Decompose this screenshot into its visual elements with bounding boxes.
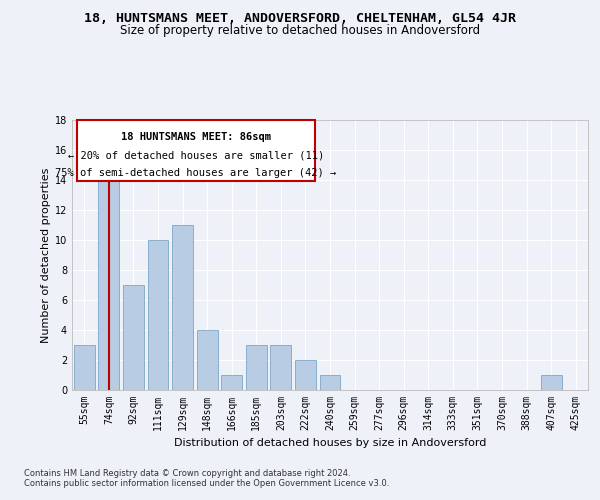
- FancyBboxPatch shape: [77, 120, 314, 180]
- Bar: [98, 180, 119, 390]
- Bar: [320, 375, 340, 390]
- Text: Size of property relative to detached houses in Andoversford: Size of property relative to detached ho…: [120, 24, 480, 37]
- Text: Contains HM Land Registry data © Crown copyright and database right 2024.: Contains HM Land Registry data © Crown c…: [24, 468, 350, 477]
- Bar: [172, 225, 193, 390]
- Bar: [148, 240, 169, 390]
- Bar: [123, 285, 144, 390]
- Bar: [295, 360, 316, 390]
- Bar: [541, 375, 562, 390]
- Text: 18, HUNTSMANS MEET, ANDOVERSFORD, CHELTENHAM, GL54 4JR: 18, HUNTSMANS MEET, ANDOVERSFORD, CHELTE…: [84, 12, 516, 26]
- Bar: [221, 375, 242, 390]
- Y-axis label: Number of detached properties: Number of detached properties: [41, 168, 50, 342]
- Text: ← 20% of detached houses are smaller (11): ← 20% of detached houses are smaller (11…: [68, 150, 324, 160]
- Text: 75% of semi-detached houses are larger (42) →: 75% of semi-detached houses are larger (…: [55, 168, 337, 178]
- Bar: [246, 345, 267, 390]
- Bar: [271, 345, 292, 390]
- Text: Distribution of detached houses by size in Andoversford: Distribution of detached houses by size …: [174, 438, 486, 448]
- Text: Contains public sector information licensed under the Open Government Licence v3: Contains public sector information licen…: [24, 478, 389, 488]
- Bar: [74, 345, 95, 390]
- Bar: [197, 330, 218, 390]
- Text: 18 HUNTSMANS MEET: 86sqm: 18 HUNTSMANS MEET: 86sqm: [121, 132, 271, 142]
